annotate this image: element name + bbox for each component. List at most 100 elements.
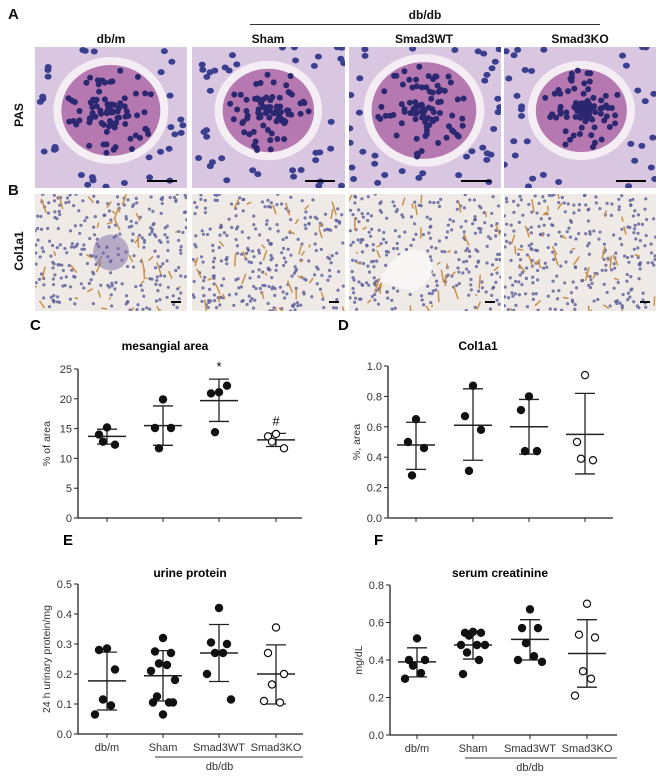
data-point xyxy=(537,657,547,667)
data-point xyxy=(403,437,413,447)
x-tick-label: db/m xyxy=(405,743,429,755)
y-tick-label: 0.0 xyxy=(369,730,384,742)
scale-bar xyxy=(640,301,650,303)
data-point xyxy=(524,392,534,401)
data-point xyxy=(588,456,598,465)
data-point xyxy=(271,623,281,632)
db-db-group-header: db/db xyxy=(408,8,442,22)
y-axis-label: mg/dL xyxy=(353,645,365,674)
column-header-dbm: db/m xyxy=(96,32,126,46)
data-point xyxy=(416,668,426,678)
data-point xyxy=(572,437,582,447)
chart-title: urine protein xyxy=(153,566,226,580)
y-tick-label: 0 xyxy=(66,513,72,525)
data-point xyxy=(170,675,180,685)
data-point xyxy=(158,633,168,643)
data-point xyxy=(474,655,484,665)
data-point xyxy=(458,669,468,679)
x-tick-label: Sham xyxy=(459,743,488,755)
data-point xyxy=(106,701,116,710)
y-tick-label: 0.0 xyxy=(367,513,382,525)
data-point xyxy=(404,655,414,665)
data-point xyxy=(267,680,277,689)
y-tick-label: 15 xyxy=(60,424,72,436)
data-point xyxy=(90,710,100,719)
x-tick-label: Smad3KO xyxy=(251,742,302,754)
data-point xyxy=(148,698,158,707)
x-tick-label: Smad3KO xyxy=(562,743,613,755)
data-point xyxy=(476,628,486,638)
data-point xyxy=(590,633,600,642)
y-axis-label: 24 h urinary protein/mg xyxy=(41,605,53,713)
data-point xyxy=(464,466,474,476)
y-tick-label: 0.8 xyxy=(367,391,382,403)
data-point xyxy=(480,640,490,650)
data-point xyxy=(420,655,430,665)
data-point xyxy=(279,444,289,453)
data-point xyxy=(513,655,523,665)
data-point xyxy=(464,631,474,640)
data-point xyxy=(582,599,592,608)
data-point xyxy=(516,405,526,415)
data-point xyxy=(110,440,120,449)
data-point xyxy=(570,691,580,700)
data-point xyxy=(532,446,542,456)
y-tick-label: 0.2 xyxy=(57,669,72,681)
significance-mark: # xyxy=(272,413,280,428)
x-tick-label: Smad3WT xyxy=(504,743,556,755)
data-point xyxy=(94,430,104,439)
y-tick-label: 10 xyxy=(60,453,72,465)
data-point xyxy=(158,710,168,719)
data-point xyxy=(210,427,220,437)
data-point xyxy=(456,640,466,650)
data-point xyxy=(419,443,429,453)
scale-bar xyxy=(147,180,177,182)
data-point xyxy=(263,648,273,658)
data-point xyxy=(98,437,108,446)
data-point xyxy=(400,674,410,683)
panel-label-e: E xyxy=(63,532,73,549)
data-point xyxy=(102,423,112,432)
data-point xyxy=(222,381,232,390)
y-tick-label: 0.4 xyxy=(57,609,72,621)
data-point xyxy=(533,623,543,633)
group-label: db/db xyxy=(516,762,544,774)
y-axis-label: %, area xyxy=(351,424,363,460)
data-point xyxy=(166,423,176,433)
y-tick-label: 0.8 xyxy=(369,580,384,592)
data-point xyxy=(98,695,108,704)
data-point xyxy=(408,661,418,670)
data-point xyxy=(460,411,470,421)
data-point xyxy=(578,667,588,676)
y-tick-label: 0.4 xyxy=(369,655,384,667)
data-point xyxy=(102,644,112,653)
data-point xyxy=(206,389,216,398)
data-point xyxy=(214,388,224,397)
data-point xyxy=(472,640,482,650)
data-point xyxy=(267,437,277,446)
y-tick-label: 0.2 xyxy=(367,483,382,495)
data-point xyxy=(158,395,168,404)
data-point xyxy=(576,454,586,463)
data-point xyxy=(586,674,596,683)
y-tick-label: 25 xyxy=(60,364,72,376)
col1a1-micrograph-smad3ko xyxy=(504,194,656,311)
data-point xyxy=(259,696,269,706)
data-point xyxy=(110,665,120,674)
data-point xyxy=(154,444,164,453)
data-point xyxy=(146,666,156,676)
panel-label-f: F xyxy=(374,532,383,549)
group-label: db/db xyxy=(206,761,234,773)
column-header-smad3wt: Smad3WT xyxy=(394,32,453,46)
data-point xyxy=(275,698,285,707)
data-point xyxy=(166,648,176,658)
data-point xyxy=(521,638,531,648)
data-point xyxy=(214,603,224,613)
significance-mark: * xyxy=(216,359,221,374)
data-point xyxy=(226,695,236,704)
chart-title: Col1a1 xyxy=(458,339,498,353)
scale-bar xyxy=(461,180,491,182)
data-point xyxy=(152,692,162,701)
data-point xyxy=(210,648,220,658)
